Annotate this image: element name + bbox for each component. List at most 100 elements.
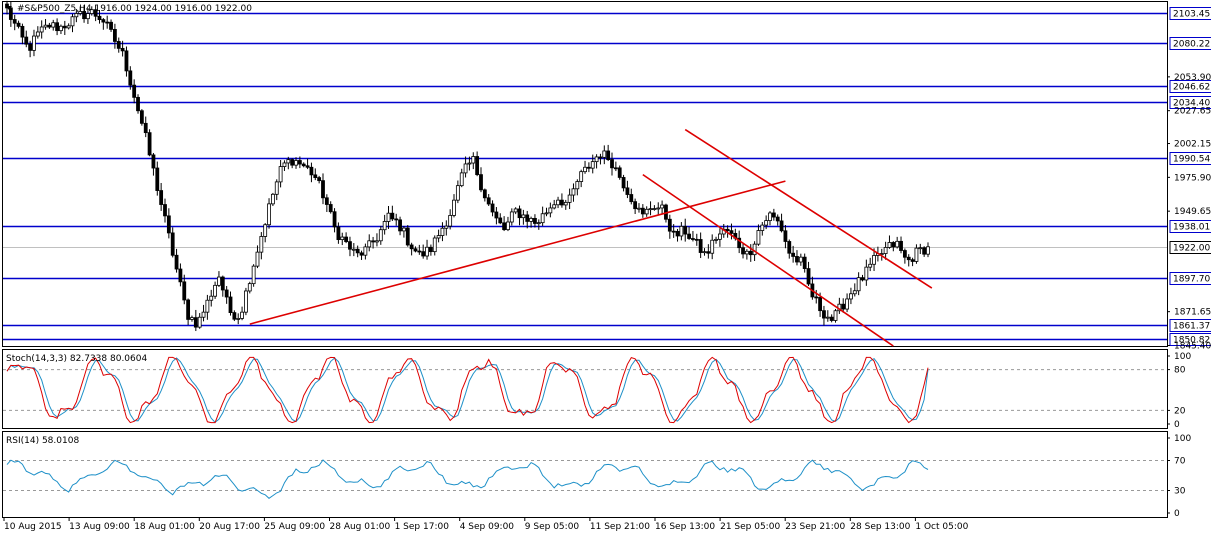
price-tick-label-6: 1845.40 bbox=[1174, 341, 1211, 351]
candle-body bbox=[190, 317, 194, 320]
candle bbox=[548, 202, 553, 218]
candle-body bbox=[502, 222, 507, 231]
candle-body bbox=[255, 251, 260, 267]
candle-body bbox=[274, 181, 279, 195]
candle bbox=[20, 23, 25, 45]
candle-body bbox=[116, 41, 121, 49]
candle-body bbox=[16, 22, 21, 27]
candle bbox=[756, 224, 761, 246]
candle-body bbox=[20, 25, 25, 38]
candle-body bbox=[371, 240, 375, 243]
candle-body bbox=[571, 188, 576, 196]
candle-body bbox=[737, 237, 742, 249]
candle-body bbox=[32, 35, 36, 51]
candle-body bbox=[552, 204, 557, 209]
candle bbox=[405, 225, 410, 247]
level-tag-text-8: 1850.82 bbox=[1173, 336, 1210, 346]
candle-body bbox=[914, 247, 919, 262]
candle bbox=[355, 245, 360, 258]
candle bbox=[502, 216, 507, 232]
candle-body bbox=[170, 232, 175, 256]
candle-body bbox=[155, 167, 160, 191]
candle-body bbox=[756, 230, 761, 245]
candle-body bbox=[402, 227, 406, 232]
candle-body bbox=[791, 252, 796, 257]
candle bbox=[556, 196, 560, 209]
candle-body bbox=[667, 218, 672, 232]
candle bbox=[525, 210, 530, 229]
candle bbox=[70, 13, 75, 33]
candle-body bbox=[509, 211, 514, 223]
candle-body bbox=[35, 31, 40, 37]
stoch-main-line bbox=[6, 356, 929, 424]
candle-body bbox=[525, 214, 530, 222]
candle-body bbox=[70, 16, 75, 27]
time-label-3: 20 Aug 17:00 bbox=[199, 522, 260, 532]
candle-body bbox=[675, 230, 680, 237]
candles bbox=[5, 0, 930, 332]
candle bbox=[247, 281, 252, 294]
candle bbox=[852, 283, 857, 297]
candle bbox=[321, 173, 325, 205]
candle bbox=[883, 241, 888, 260]
time-label-0: 10 Aug 2015 bbox=[4, 522, 62, 532]
candle bbox=[902, 248, 907, 264]
candle-body bbox=[409, 244, 414, 250]
candle bbox=[872, 248, 876, 271]
candle-body bbox=[186, 299, 191, 320]
candle bbox=[459, 168, 464, 188]
candle bbox=[895, 236, 900, 249]
candle-body bbox=[417, 250, 422, 253]
candle bbox=[166, 208, 171, 239]
candle-body bbox=[297, 160, 302, 165]
candle bbox=[906, 254, 911, 267]
candle-body bbox=[136, 96, 140, 112]
candle-body bbox=[802, 256, 807, 269]
candle bbox=[170, 227, 175, 258]
candle bbox=[274, 179, 279, 201]
candle-body bbox=[594, 156, 599, 163]
candle-body bbox=[344, 236, 349, 243]
candle bbox=[644, 206, 649, 217]
candle bbox=[28, 40, 33, 58]
candle-body bbox=[613, 167, 618, 170]
trendlines bbox=[249, 128, 933, 347]
candle bbox=[5, 0, 9, 15]
candle-body bbox=[471, 156, 476, 164]
candle-body bbox=[413, 248, 418, 252]
candle bbox=[351, 243, 356, 257]
stoch-signal-line bbox=[6, 357, 929, 423]
candle-body bbox=[775, 216, 780, 222]
candle-body bbox=[606, 150, 611, 161]
level-tag-text-6: 1897.70 bbox=[1173, 275, 1210, 285]
chart-menu-icon[interactable] bbox=[6, 6, 12, 10]
candle bbox=[737, 230, 742, 254]
candle-body bbox=[270, 193, 275, 205]
candle bbox=[814, 289, 819, 304]
candle-body bbox=[883, 247, 888, 254]
candle bbox=[263, 223, 268, 243]
candle-body bbox=[398, 219, 402, 232]
candle-body bbox=[228, 296, 233, 314]
candle bbox=[448, 209, 453, 230]
candle-body bbox=[517, 208, 522, 219]
candle bbox=[833, 308, 838, 323]
time-label-6: 1 Sep 17:00 bbox=[395, 522, 450, 532]
candle-body bbox=[251, 265, 256, 285]
candle-body bbox=[301, 163, 306, 167]
candle bbox=[856, 272, 861, 296]
candle bbox=[32, 29, 36, 57]
candle-body bbox=[918, 247, 923, 250]
candle bbox=[213, 281, 217, 299]
candle-body bbox=[540, 213, 545, 224]
candle bbox=[467, 156, 472, 171]
candle bbox=[590, 154, 595, 174]
candle bbox=[301, 162, 306, 168]
candle bbox=[59, 24, 63, 35]
candle bbox=[633, 198, 638, 215]
candle bbox=[764, 215, 769, 230]
rsi-tick-label-1: 70 bbox=[1174, 457, 1186, 467]
candle bbox=[163, 198, 167, 223]
candle-body bbox=[656, 207, 661, 210]
candle-body bbox=[93, 9, 98, 17]
